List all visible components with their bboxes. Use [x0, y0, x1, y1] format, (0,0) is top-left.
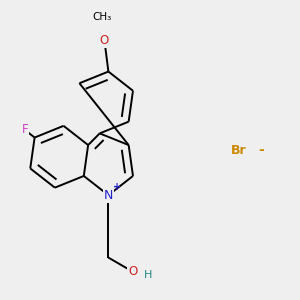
Text: Br: Br [231, 143, 247, 157]
Text: CH₃: CH₃ [92, 12, 111, 22]
Text: N: N [104, 189, 113, 202]
Text: O: O [100, 34, 109, 47]
Text: O: O [128, 265, 137, 278]
Text: -: - [259, 143, 264, 157]
Text: F: F [22, 123, 28, 136]
Text: +: + [112, 182, 121, 192]
Text: H: H [143, 270, 152, 280]
